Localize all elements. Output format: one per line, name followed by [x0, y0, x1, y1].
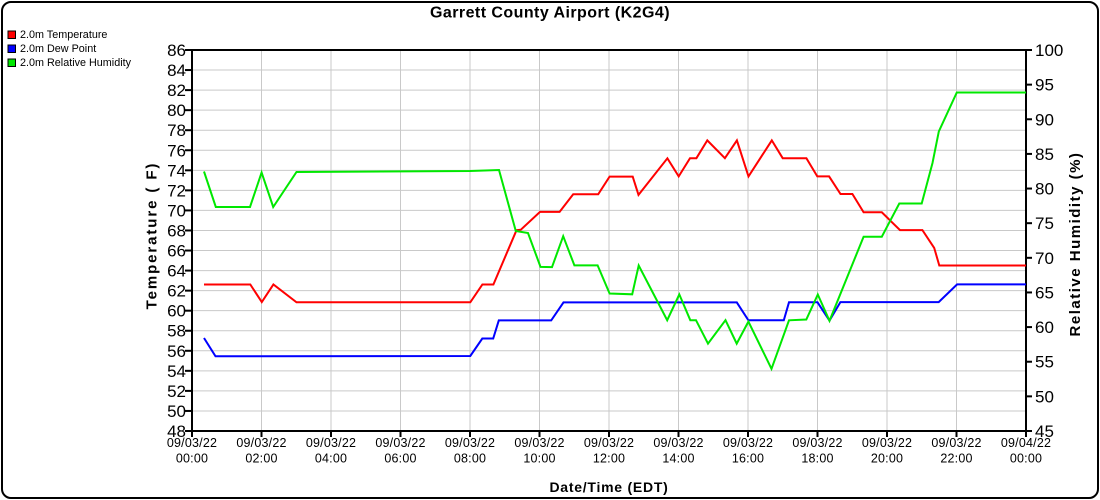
svg-text:09/03/22: 09/03/22 — [862, 436, 912, 450]
svg-text:09/03/22: 09/03/22 — [236, 436, 286, 450]
svg-text:Date/Time (EDT): Date/Time (EDT) — [549, 479, 668, 495]
svg-text:Relative Humidity (%): Relative Humidity (%) — [1067, 152, 1084, 337]
svg-text:74: 74 — [167, 161, 186, 180]
svg-text:95: 95 — [1035, 76, 1054, 95]
svg-text:22:00: 22:00 — [940, 452, 972, 466]
svg-text:09/03/22: 09/03/22 — [653, 436, 703, 450]
svg-text:20:00: 20:00 — [871, 452, 903, 466]
svg-text:50: 50 — [167, 402, 186, 421]
svg-text:09/03/22: 09/03/22 — [723, 436, 773, 450]
svg-text:90: 90 — [1035, 110, 1054, 129]
svg-text:64: 64 — [167, 262, 186, 281]
svg-text:78: 78 — [167, 121, 186, 140]
svg-text:55: 55 — [1035, 353, 1054, 372]
svg-text:84: 84 — [167, 61, 186, 80]
svg-text:76: 76 — [167, 141, 186, 160]
svg-text:52: 52 — [167, 382, 186, 401]
svg-text:06:00: 06:00 — [384, 452, 416, 466]
svg-text:50: 50 — [1035, 387, 1054, 406]
svg-text:45: 45 — [1035, 422, 1054, 441]
svg-text:62: 62 — [167, 282, 186, 301]
svg-text:75: 75 — [1035, 214, 1054, 233]
svg-text:08:00: 08:00 — [454, 452, 486, 466]
svg-text:82: 82 — [167, 81, 186, 100]
svg-text:09/03/22: 09/03/22 — [375, 436, 425, 450]
svg-text:66: 66 — [167, 242, 186, 261]
svg-text:02:00: 02:00 — [245, 452, 277, 466]
svg-text:60: 60 — [167, 302, 186, 321]
svg-text:18:00: 18:00 — [801, 452, 833, 466]
svg-text:2.0m Dew Point: 2.0m Dew Point — [20, 43, 96, 55]
svg-text:09/03/22: 09/03/22 — [306, 436, 356, 450]
svg-text:70: 70 — [167, 201, 186, 220]
svg-text:56: 56 — [167, 342, 186, 361]
svg-text:12:00: 12:00 — [593, 452, 625, 466]
svg-text:09/03/22: 09/03/22 — [584, 436, 634, 450]
svg-text:16:00: 16:00 — [732, 452, 764, 466]
svg-text:68: 68 — [167, 221, 186, 240]
svg-text:09/03/22: 09/03/22 — [931, 436, 981, 450]
svg-text:85: 85 — [1035, 145, 1054, 164]
svg-text:48: 48 — [167, 422, 186, 441]
svg-text:09/04/22: 09/04/22 — [1001, 436, 1051, 450]
svg-text:100: 100 — [1035, 41, 1063, 60]
svg-text:10:00: 10:00 — [523, 452, 555, 466]
svg-text:Temperature ( F): Temperature ( F) — [144, 162, 161, 310]
svg-text:2.0m Temperature: 2.0m Temperature — [20, 29, 107, 41]
svg-text:09/03/22: 09/03/22 — [445, 436, 495, 450]
svg-text:04:00: 04:00 — [315, 452, 347, 466]
svg-text:00:00: 00:00 — [176, 452, 208, 466]
svg-text:2.0m Relative Humidity: 2.0m Relative Humidity — [20, 57, 132, 69]
svg-text:54: 54 — [167, 362, 186, 381]
svg-text:70: 70 — [1035, 249, 1054, 268]
svg-text:65: 65 — [1035, 283, 1054, 302]
svg-text:09/03/22: 09/03/22 — [167, 436, 217, 450]
svg-text:86: 86 — [167, 41, 186, 60]
svg-text:60: 60 — [1035, 318, 1054, 337]
svg-text:Garrett County Airport (K2G4): Garrett County Airport (K2G4) — [430, 5, 670, 22]
svg-text:80: 80 — [167, 101, 186, 120]
svg-text:58: 58 — [167, 322, 186, 341]
svg-text:80: 80 — [1035, 180, 1054, 199]
svg-text:00:00: 00:00 — [1010, 452, 1042, 466]
svg-text:72: 72 — [167, 181, 186, 200]
svg-text:09/03/22: 09/03/22 — [792, 436, 842, 450]
svg-text:09/03/22: 09/03/22 — [514, 436, 564, 450]
svg-text:14:00: 14:00 — [662, 452, 694, 466]
